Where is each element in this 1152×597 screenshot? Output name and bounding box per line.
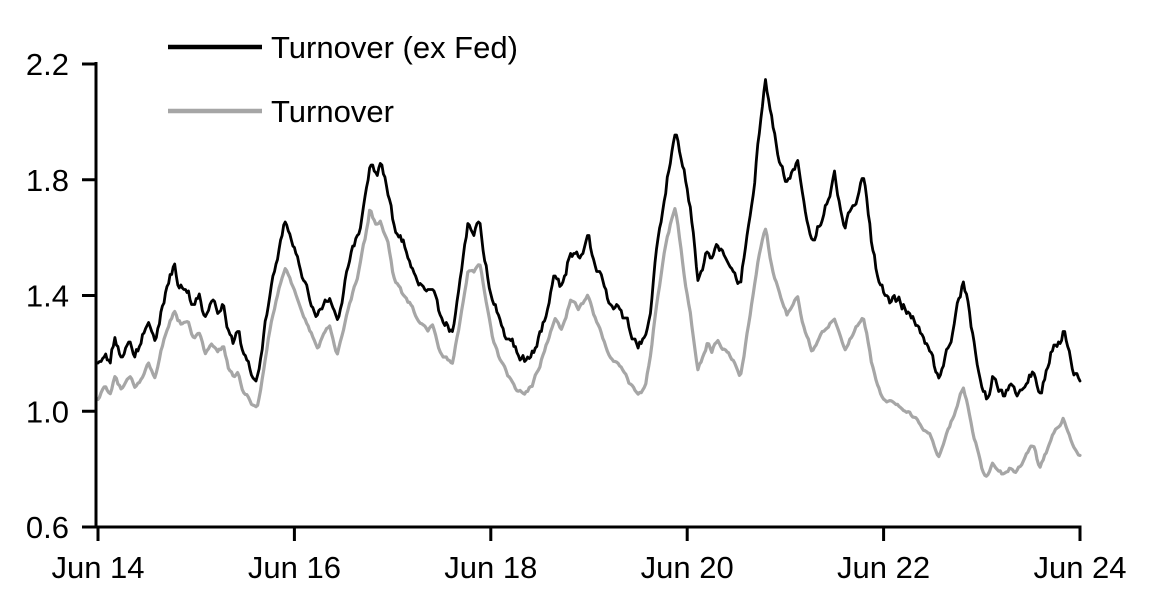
x-tick-label: Jun 16 [248,550,341,585]
series-turnover-ex-fed-line [96,78,1082,401]
x-tick-label: Jun 14 [51,550,144,585]
y-tick-label: 2.2 [26,47,69,82]
x-tick-label: Jun 24 [1033,550,1126,585]
x-tick-label: Jun 20 [641,550,734,585]
y-tick-label: 1.4 [26,279,69,314]
axes: 2.2 1.8 1.4 1.0 0.6 Jun 14 Jun 16 Jun 18 Jun 20 J… [26,47,1127,585]
legend-label-turnover-ex-fed: Turnover (ex Fed) [271,30,518,65]
legend-label-turnover: Turnover [271,94,394,129]
y-tick-label: 0.6 [26,510,69,545]
plot-area [96,78,1082,478]
y-tick-label: 1.8 [26,163,69,198]
series-turnover-line [96,207,1082,478]
x-tick-label: Jun 18 [444,550,537,585]
y-tick-label: 1.0 [26,394,69,429]
legend: Turnover (ex Fed) Turnover [168,30,518,129]
x-tick-label: Jun 22 [837,550,930,585]
